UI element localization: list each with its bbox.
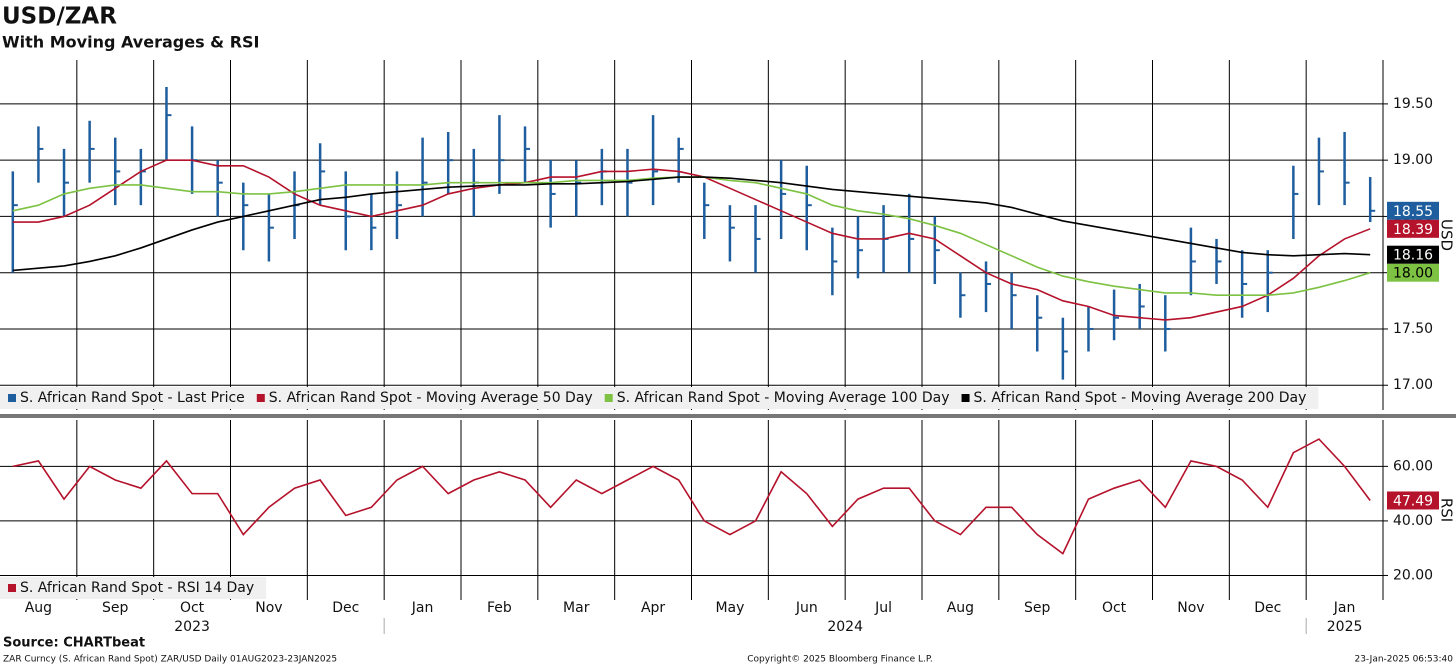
legend-swatch <box>8 584 16 592</box>
chart-subtitle: With Moving Averages & RSI <box>2 33 259 52</box>
legend-swatch <box>256 394 265 402</box>
last-value-label: 47.49 <box>1393 493 1433 509</box>
panel-separator <box>0 414 1456 418</box>
last-value-box <box>1387 245 1439 264</box>
footer-center: Copyright© 2025 Bloomberg Finance L.P. <box>747 655 932 665</box>
year-label: 2023 <box>174 619 210 635</box>
legend-label: S. African Rand Spot - Moving Average 20… <box>974 390 1307 406</box>
chart-title: USD/ZAR <box>2 4 117 30</box>
last-value-label: 18.39 <box>1393 222 1433 238</box>
x-tick-label: Jan <box>1333 600 1356 616</box>
x-tick-label: Nov <box>1177 600 1204 616</box>
x-tick-label: Aug <box>947 600 974 616</box>
marks <box>11 87 1376 380</box>
y-tick-label: 60.00 <box>1393 458 1433 474</box>
last-value-box <box>1387 491 1439 510</box>
x-tick-label: Jan <box>411 600 434 616</box>
x-tick-label: Sep <box>1024 600 1051 616</box>
x-tick-label: Apr <box>641 600 665 616</box>
source: Source: CHARTbeat <box>3 636 145 651</box>
last-value-box <box>1387 219 1439 238</box>
y-tick-label: 19.50 <box>1393 96 1433 112</box>
x-tick-label: May <box>715 600 744 616</box>
legend-label: S. African Rand Spot - RSI 14 Day <box>20 580 254 596</box>
marks <box>12 438 1371 555</box>
footer-left: ZAR Curncy (S. African Rand Spot) ZAR/US… <box>3 655 337 665</box>
x-tick-label: Oct <box>180 600 205 616</box>
legend-bg <box>0 387 1319 409</box>
y-tick-label: 20.00 <box>1393 567 1433 583</box>
x-tick-label: Mar <box>563 600 590 616</box>
series-line <box>12 159 1371 321</box>
year-label: 2025 <box>1327 619 1363 635</box>
x-tick-label: Jul <box>874 600 892 616</box>
x-tick-label: Aug <box>25 600 52 616</box>
x-tick-label: Nov <box>255 600 282 616</box>
y-axis-label: RSI <box>1438 498 1456 522</box>
legend-swatch <box>604 394 613 402</box>
x-tick-label: Dec <box>332 600 359 616</box>
series-line <box>12 438 1371 555</box>
legend-swatch <box>8 394 16 402</box>
y-tick-label: 17.00 <box>1393 377 1433 393</box>
legend-label: S. African Rand Spot - Moving Average 50… <box>269 390 593 406</box>
y-axis-label: USD <box>1438 219 1456 251</box>
last-value-label: 18.00 <box>1393 266 1433 282</box>
last-value-box <box>1387 201 1439 220</box>
legend-label: S. African Rand Spot - Moving Average 10… <box>617 390 950 406</box>
legend-bg <box>0 577 267 599</box>
x-tick-label: Jun <box>795 600 818 616</box>
y-tick-label: 19.00 <box>1393 152 1433 168</box>
x-tick-label: Dec <box>1254 600 1281 616</box>
y-tick-label: 40.00 <box>1393 513 1433 529</box>
x-tick-label: Oct <box>1102 600 1127 616</box>
last-value-label: 18.16 <box>1393 248 1433 264</box>
x-tick-label: Sep <box>102 600 129 616</box>
legend-label: S. African Rand Spot - Last Price <box>20 390 245 406</box>
x-tick-label: Feb <box>487 600 512 616</box>
year-label: 2024 <box>827 619 863 635</box>
y-tick-label: 17.50 <box>1393 321 1433 337</box>
last-value-label: 18.55 <box>1393 204 1433 220</box>
legend-swatch <box>961 394 970 402</box>
last-value-box <box>1387 263 1439 282</box>
series-line <box>12 176 1371 272</box>
footer-right: 23-Jan-2025 06:53:40 <box>1354 655 1453 665</box>
